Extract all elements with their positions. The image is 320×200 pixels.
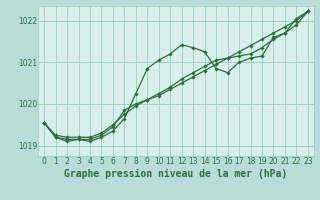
X-axis label: Graphe pression niveau de la mer (hPa): Graphe pression niveau de la mer (hPa) xyxy=(64,169,288,179)
